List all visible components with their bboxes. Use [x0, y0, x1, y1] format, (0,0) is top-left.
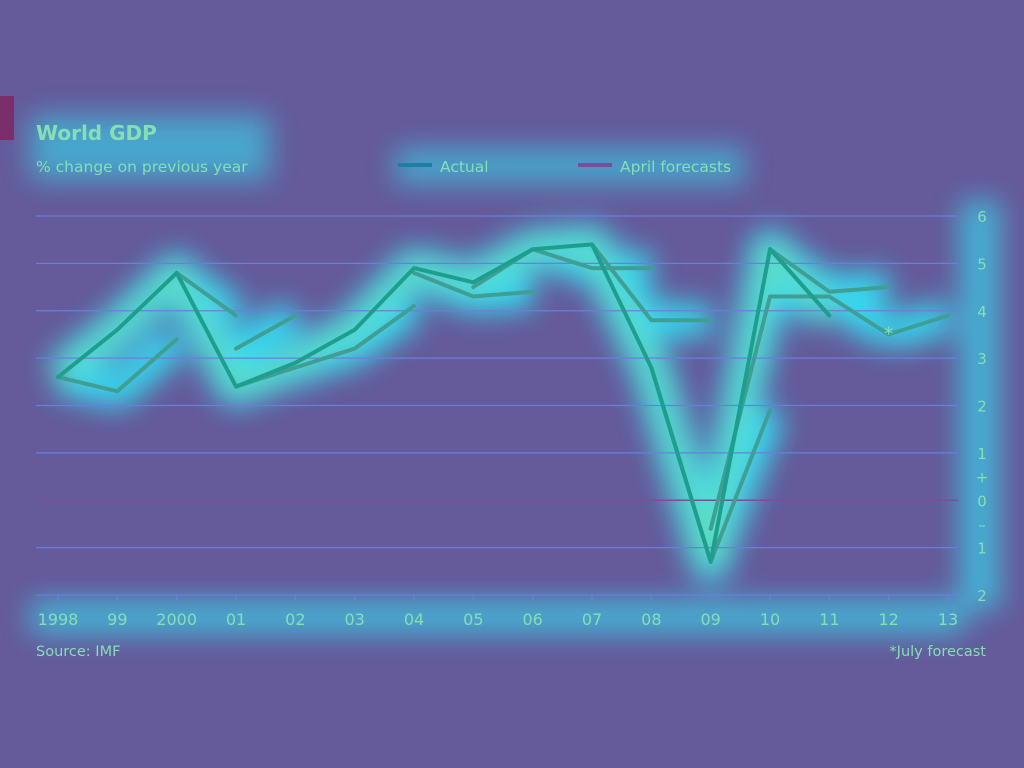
source-note: Source: IMF: [36, 644, 120, 660]
x-tick-label: 12: [878, 610, 898, 629]
x-tick-label: 03: [344, 610, 364, 629]
forecast-segment-2: [234, 313, 298, 351]
x-tick-label: 11: [819, 610, 839, 629]
y-tick-label: 4: [977, 303, 987, 321]
y-tick-label: 1: [977, 540, 987, 558]
y-tick-label: 2: [977, 587, 987, 605]
chart-subtitle: % change on previous year: [36, 158, 248, 176]
x-tick-label: 02: [285, 610, 305, 629]
y-sign-minus: –: [978, 516, 986, 534]
forecast-segment-9: [768, 247, 891, 294]
x-tick-label: 2000: [156, 610, 197, 629]
forecast-asterisk: *: [884, 324, 893, 345]
attention-glow: [30, 115, 1000, 634]
chart-title: World GDP: [36, 121, 157, 145]
x-tick-label: 05: [463, 610, 483, 629]
legend: Actual April forecasts: [398, 158, 731, 176]
y-axis-ticks: 6 5 4 3 2 1 0 1 2 + –: [976, 208, 989, 605]
y-tick-label: 6: [977, 208, 987, 226]
y-tick-label: 1: [977, 445, 987, 463]
y-sign-plus: +: [976, 469, 989, 487]
x-tick-label: 06: [522, 610, 542, 629]
glow-xaxis: [30, 600, 965, 634]
legend-label-forecast: April forecasts: [620, 158, 731, 176]
forecast-footnote: *July forecast: [889, 644, 986, 660]
forecast-segment-6: [590, 242, 713, 323]
y-tick-label: 5: [977, 255, 987, 273]
x-tick-label: 13: [938, 610, 958, 629]
annotations: *: [884, 324, 893, 345]
forecast-segment-0: [56, 337, 179, 394]
x-tick-label: 10: [760, 610, 780, 629]
y-tick-label: 3: [977, 350, 987, 368]
forecast-segment-4: [412, 270, 535, 299]
x-tick-label: 01: [226, 610, 246, 629]
forecast-segment-1: [174, 270, 238, 318]
x-tick-label: 04: [404, 610, 424, 629]
glow-title: [30, 115, 270, 180]
x-tick-label: 09: [700, 610, 720, 629]
x-axis-ticks: 1998 99 2000 01 02 03 04 05 06 07 08 09 10 11 12 13: [38, 595, 958, 629]
accent-tab: [0, 96, 14, 140]
y-tick-label: 0: [977, 492, 987, 510]
forecast-segment-3: [234, 304, 416, 389]
y-tick-label: 2: [977, 398, 987, 416]
forecast-segment-10: [886, 313, 950, 337]
glow-yaxis: [960, 200, 1000, 610]
x-tick-label: 07: [582, 610, 602, 629]
series-layer: [56, 242, 950, 564]
x-tick-label: 08: [641, 610, 661, 629]
legend-label-actual: Actual: [440, 158, 489, 176]
x-tick-label: 1998: [38, 610, 79, 629]
gridlines: [36, 215, 958, 596]
x-tick-label: 99: [107, 610, 127, 629]
forecast-segment-5: [471, 247, 654, 290]
glow-legend: [395, 148, 745, 184]
actual-line: [56, 242, 832, 564]
